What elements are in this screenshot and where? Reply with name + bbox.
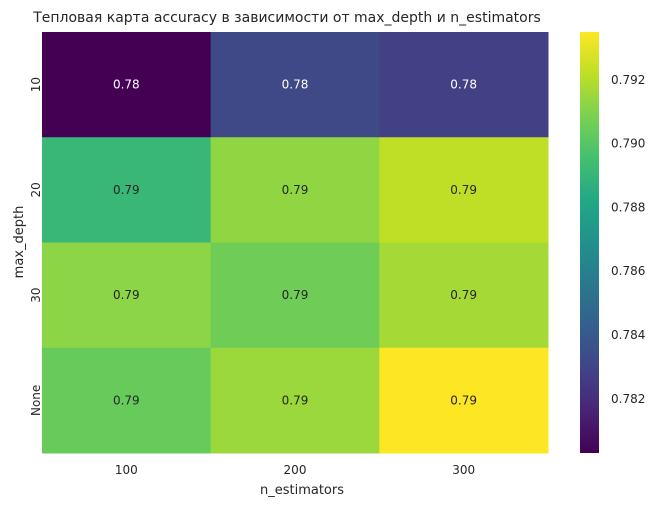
cell-value-label: 0.79	[450, 393, 477, 407]
colorbar-tick-label: 0.782	[611, 392, 645, 406]
colorbar-tick-label: 0.790	[611, 137, 645, 151]
x-tick-label: 100	[115, 463, 138, 477]
heatmap-cell	[379, 32, 549, 138]
cell-value-label: 0.79	[113, 393, 140, 407]
colorbar	[580, 32, 599, 453]
y-axis-ticks: 10 20 30 None	[29, 77, 43, 416]
cell-value-label: 0.79	[282, 183, 309, 197]
cell-value-label: 0.78	[113, 78, 140, 92]
heatmap-cell	[379, 347, 549, 454]
cell-value-label: 0.78	[450, 78, 477, 92]
colorbar-tick-label: 0.786	[611, 264, 645, 278]
heatmap-cell	[42, 32, 212, 138]
x-tick-label: 200	[284, 463, 307, 477]
cell-value-label: 0.79	[450, 288, 477, 302]
heatmap-cell	[42, 137, 212, 243]
heatmap-cell	[210, 242, 380, 349]
heatmap-cell-labels: 0.78 0.78 0.78 0.79 0.79 0.79 0.79 0.79 0.79 0.79…	[113, 78, 477, 408]
y-tick-label: None	[29, 385, 43, 416]
x-axis-label: n_estimators	[260, 483, 344, 498]
x-tick-label: 300	[452, 463, 475, 477]
cell-value-label: 0.79	[282, 288, 309, 302]
heatmap-cell	[379, 137, 549, 243]
heatmap-cells	[42, 32, 549, 454]
cell-value-label: 0.79	[450, 183, 477, 197]
y-tick-label: 20	[29, 182, 43, 197]
colorbar-ticks: 0.782 0.784 0.786 0.788 0.790 0.792	[611, 73, 645, 406]
heatmap-cell	[210, 137, 380, 243]
cell-value-label: 0.79	[282, 393, 309, 407]
cell-value-label: 0.78	[282, 78, 309, 92]
heatmap-cell	[379, 242, 549, 349]
x-axis-ticks: 100 200 300	[115, 463, 475, 477]
heatmap-cell	[210, 32, 380, 138]
colorbar-tick-label: 0.788	[611, 200, 645, 214]
heatmap-cell	[210, 347, 380, 454]
y-tick-label: 30	[29, 287, 43, 302]
heatmap-cell	[42, 347, 212, 454]
colorbar-tick-label: 0.784	[611, 328, 645, 342]
chart-title: Тепловая карта accuracy в зависимости от…	[32, 10, 541, 26]
y-tick-label: 10	[29, 77, 43, 92]
colorbar-tick-label: 0.792	[611, 73, 645, 87]
y-axis-label: max_depth	[12, 206, 27, 279]
cell-value-label: 0.79	[113, 183, 140, 197]
cell-value-label: 0.79	[113, 288, 140, 302]
heatmap-cell	[42, 242, 212, 349]
